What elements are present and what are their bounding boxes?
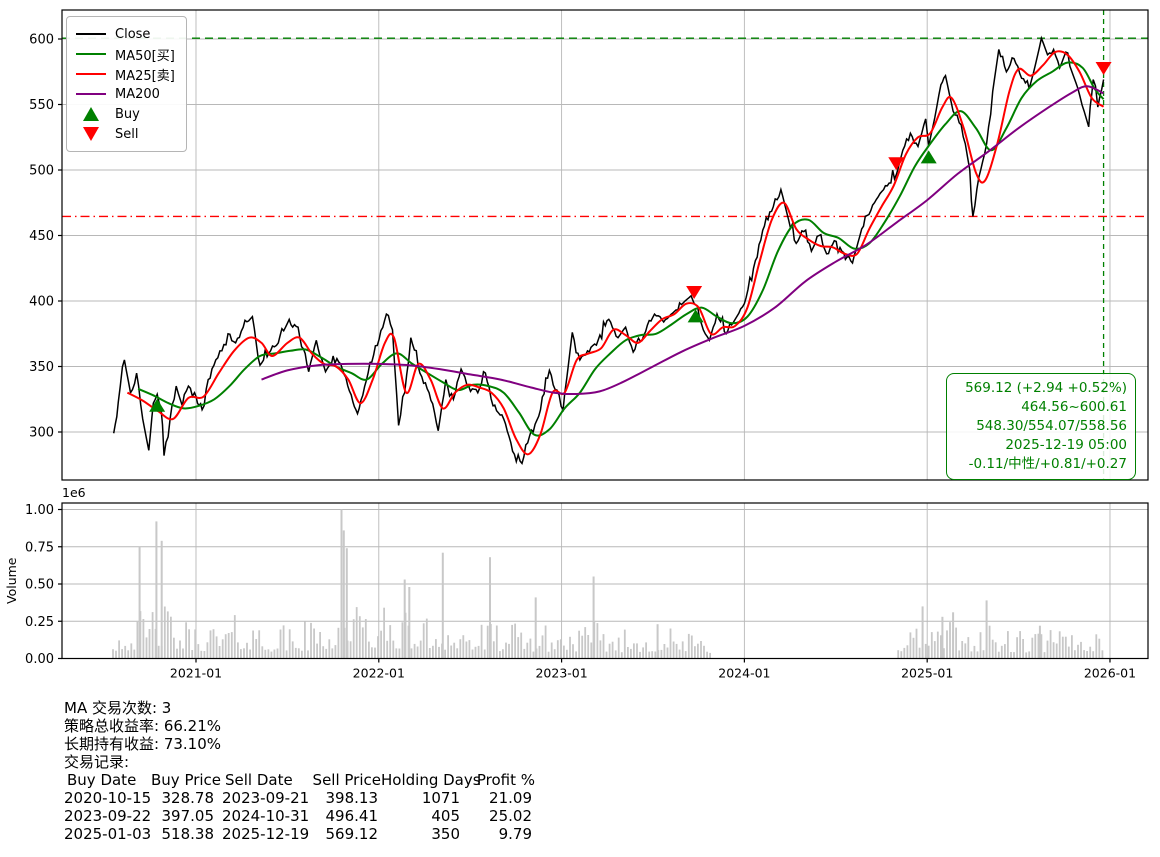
- price-ytick-label: 600: [29, 33, 54, 48]
- indicator-line: -0.11/中性/+0.81/+0.27: [968, 456, 1127, 472]
- price-ytick-label: 400: [29, 295, 54, 310]
- volume-scale-label: 1e6: [62, 485, 86, 500]
- volume-ytick-label: 0.00: [25, 652, 54, 667]
- buy-marker: [687, 309, 704, 323]
- trade-records-title: 交易记录:: [64, 753, 130, 771]
- volume-ytick-label: 0.25: [25, 615, 54, 630]
- price-ytick-label: 450: [29, 229, 54, 244]
- price-series: [112, 35, 1105, 465]
- ma-values-line: 548.30/554.07/558.56: [976, 418, 1127, 434]
- series-ma25: [126, 50, 1105, 456]
- volume-bars: [112, 509, 1104, 659]
- ma50-line-swatch: [76, 52, 106, 56]
- gridlines: [62, 10, 1148, 659]
- ma25-line-swatch: [76, 72, 106, 76]
- legend-item-buy: Buy: [76, 104, 175, 124]
- legend: Close MA50[买] MA25[卖] MA200 Buy Sell: [66, 16, 187, 152]
- x-tick-label: 2023-01: [535, 666, 587, 681]
- legend-item-ma50: MA50[买]: [76, 44, 175, 64]
- sell-marker: [888, 157, 905, 171]
- buy-marker: [149, 398, 166, 412]
- x-tick-label: 2026-01: [1084, 666, 1136, 681]
- x-tick-label: 2024-01: [718, 666, 770, 681]
- legend-label: Buy: [115, 106, 140, 122]
- legend-label: MA50[买]: [115, 48, 175, 64]
- volume-axes-frame: [61, 502, 1149, 660]
- price-ytick-label: 550: [29, 98, 54, 113]
- timestamp-line: 2025-12-19 05:00: [1005, 437, 1127, 453]
- volume-ytick-label: 0.75: [25, 540, 54, 555]
- hold-return-line: 长期持有收益: 73.10%: [64, 735, 222, 753]
- sell-marker: [686, 285, 703, 299]
- legend-item-close: Close: [76, 24, 175, 44]
- volume-axis-title: Volume: [4, 557, 19, 604]
- axis-labels: 300 350 400 450 500 550 600 0.00 0.25 0.50 0.75 1.0…: [4, 33, 1136, 681]
- trade-row: 2025-01-03 518.38 2025-12-19 569.12 350 …: [64, 825, 532, 843]
- x-tick-label: 2022-01: [353, 666, 405, 681]
- price-ytick-label: 500: [29, 164, 54, 179]
- x-tick-label: 2021-01: [170, 666, 222, 681]
- legend-item-ma25: MA25[卖]: [76, 64, 175, 84]
- price-ytick-label: 350: [29, 360, 54, 375]
- x-tick-label: 2025-01: [901, 666, 953, 681]
- price-axes-frame: [61, 9, 1149, 481]
- legend-item-sell: Sell: [76, 124, 175, 144]
- legend-label: MA25[卖]: [115, 68, 175, 84]
- buy-triangle-icon: [76, 107, 106, 121]
- close-line-swatch: [76, 32, 106, 36]
- strategy-return-line: 策略总收益率: 66.21%: [64, 717, 222, 735]
- range-line: 464.56~600.61: [1021, 399, 1127, 415]
- volume-ytick-label: 1.00: [25, 503, 54, 518]
- trade-count-line: MA 交易次数: 3: [64, 699, 172, 717]
- quote-info-box: 569.12 (+2.94 +0.52%) 464.56~600.61 548.…: [946, 373, 1136, 480]
- legend-label: Sell: [115, 126, 139, 142]
- sell-marker: [1095, 61, 1112, 75]
- trades-table-header: Buy Date Buy Price Sell Date Sell Price …: [67, 771, 535, 789]
- series-close: [112, 35, 1105, 465]
- trade-row: 2020-10-15 328.78 2023-09-21 398.13 1071…: [64, 789, 532, 807]
- last-price-line: 569.12 (+2.94 +0.52%): [965, 380, 1127, 396]
- sell-triangle-icon: [76, 127, 106, 141]
- trade-row: 2023-09-22 397.05 2024-10-31 496.41 405 …: [64, 807, 532, 825]
- legend-item-ma200: MA200: [76, 84, 175, 104]
- price-ytick-label: 300: [29, 426, 54, 441]
- strategy-summary: MA 交易次数: 3 策略总收益率: 66.21% 长期持有收益: 73.10%…: [64, 699, 535, 843]
- buy-marker: [920, 150, 937, 164]
- legend-label: Close: [115, 26, 151, 42]
- series-ma50: [137, 61, 1105, 437]
- series-ma200: [261, 85, 1105, 396]
- legend-label: MA200: [115, 86, 160, 102]
- volume-ytick-label: 0.50: [25, 578, 54, 593]
- ma200-line-swatch: [76, 92, 106, 96]
